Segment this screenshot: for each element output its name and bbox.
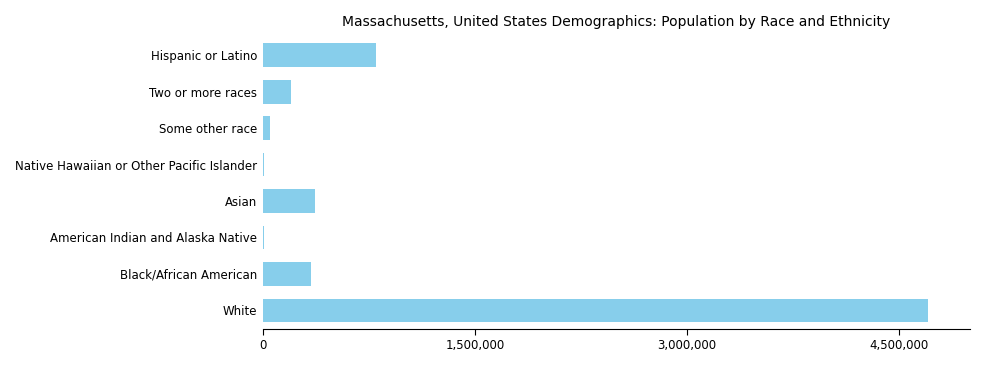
Title: Massachusetts, United States Demographics: Population by Race and Ethnicity: Massachusetts, United States Demographic… [342, 15, 890, 29]
Bar [263, 80, 291, 103]
Bar [263, 43, 376, 67]
Bar [263, 298, 928, 322]
Bar [263, 226, 264, 249]
Bar [263, 153, 264, 177]
Bar [263, 116, 271, 140]
Bar [263, 189, 315, 213]
Bar [263, 262, 311, 286]
